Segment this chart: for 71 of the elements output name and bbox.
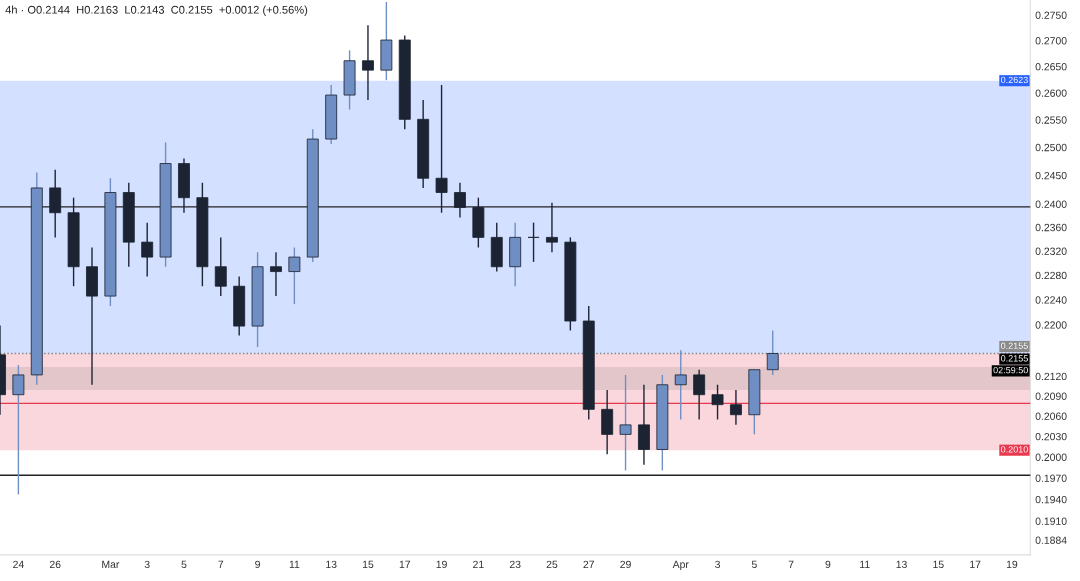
candlestick xyxy=(527,221,540,263)
candlestick xyxy=(730,389,742,426)
y-tick-label: 0.2500 xyxy=(1035,143,1067,152)
y-tick-label: 0.1910 xyxy=(1035,517,1067,525)
x-tick-label: 11 xyxy=(860,560,870,568)
x-tick-label: 19 xyxy=(436,560,447,569)
ref-line-label: 0.2155 xyxy=(1001,355,1028,362)
x-tick-label: 7 xyxy=(218,560,224,568)
x-tick-label: 17 xyxy=(399,560,411,568)
annotation: 0.2155 xyxy=(1001,342,1028,349)
x-tick-label: 5 xyxy=(181,560,187,569)
candlestick xyxy=(674,349,687,421)
x-tick-label: 24 xyxy=(13,560,24,568)
annotation: 02:59:50 xyxy=(993,366,1028,374)
y-tick-label: 0.2320 xyxy=(1035,247,1067,255)
y-tick-label: 0.2120 xyxy=(1035,372,1067,381)
x-tick-label: 15 xyxy=(933,560,944,569)
y-tick-label: 0.2700 xyxy=(1035,37,1067,45)
x-tick-label: 26 xyxy=(49,560,61,569)
candlestick xyxy=(711,384,724,421)
x-tick-label: Mar xyxy=(102,560,120,569)
x-tick-label: 27 xyxy=(583,560,595,568)
candlestick xyxy=(454,182,466,219)
candlestick xyxy=(12,364,25,496)
y-tick-label: 0.2360 xyxy=(1035,223,1067,232)
x-tick-label: 3 xyxy=(144,560,150,569)
x-tick-label: 5 xyxy=(751,560,757,569)
y-tick-label: 0.2750 xyxy=(1035,11,1067,19)
candlestick xyxy=(288,246,301,305)
y-tick-label: 0.2600 xyxy=(1035,89,1067,97)
y-tick-label: 0.2000 xyxy=(1035,453,1067,461)
x-tick-label: 23 xyxy=(509,560,521,569)
candlestick xyxy=(693,368,706,421)
y-tick-label: 0.2400 xyxy=(1035,200,1067,208)
x-tick-label: 13 xyxy=(896,560,907,569)
y-tick-label: 0.2240 xyxy=(1035,296,1067,304)
y-tick-label: 0.2280 xyxy=(1035,271,1067,280)
x-tick-label: 9 xyxy=(825,560,831,569)
candlestick xyxy=(141,221,154,278)
x-tick-label: Apr xyxy=(672,560,689,571)
x-tick-label: 3 xyxy=(715,560,720,569)
x-tick-label: 25 xyxy=(546,560,558,569)
x-tick-label: 29 xyxy=(620,560,631,569)
candlestick xyxy=(435,84,448,214)
candlestick xyxy=(619,374,632,472)
y-tick-label: 0.2090 xyxy=(1035,392,1067,400)
x-tick-label: 13 xyxy=(326,560,337,569)
y-tick-label: 0.2450 xyxy=(1035,171,1067,180)
candlestick xyxy=(214,236,227,297)
candlestick xyxy=(766,329,779,376)
x-tick-label: 21 xyxy=(473,560,484,568)
band-label: 0.2010 xyxy=(1001,446,1028,453)
candlestick xyxy=(362,24,374,101)
candlestick xyxy=(546,202,558,253)
band-label: 0.2623 xyxy=(1001,76,1028,84)
y-tick-label: 0.2030 xyxy=(1035,432,1067,441)
x-tick-label: 7 xyxy=(788,560,794,568)
y-tick-label: 0.2650 xyxy=(1035,62,1067,71)
candlestick xyxy=(270,251,282,297)
y-tick-label: 0.2060 xyxy=(1035,412,1067,420)
x-tick-label: 15 xyxy=(362,560,374,569)
y-tick-label: 0.2200 xyxy=(1035,321,1067,329)
x-tick-label: 9 xyxy=(255,560,260,569)
y-tick-label: 0.1970 xyxy=(1035,474,1067,482)
x-tick-label: 17 xyxy=(970,560,981,568)
x-tick-label: 11 xyxy=(289,560,300,568)
y-tick-label: 0.1884 xyxy=(1035,536,1067,544)
y-tick-label: 0.1940 xyxy=(1035,495,1067,504)
y-tick-label: 0.2550 xyxy=(1035,116,1067,124)
chart-title: 4h · O0.2144 H0.2163 L0.2143 C0.2155 +0.0012 (+0.56%) xyxy=(5,5,308,16)
x-tick-label: 19 xyxy=(1006,560,1018,569)
